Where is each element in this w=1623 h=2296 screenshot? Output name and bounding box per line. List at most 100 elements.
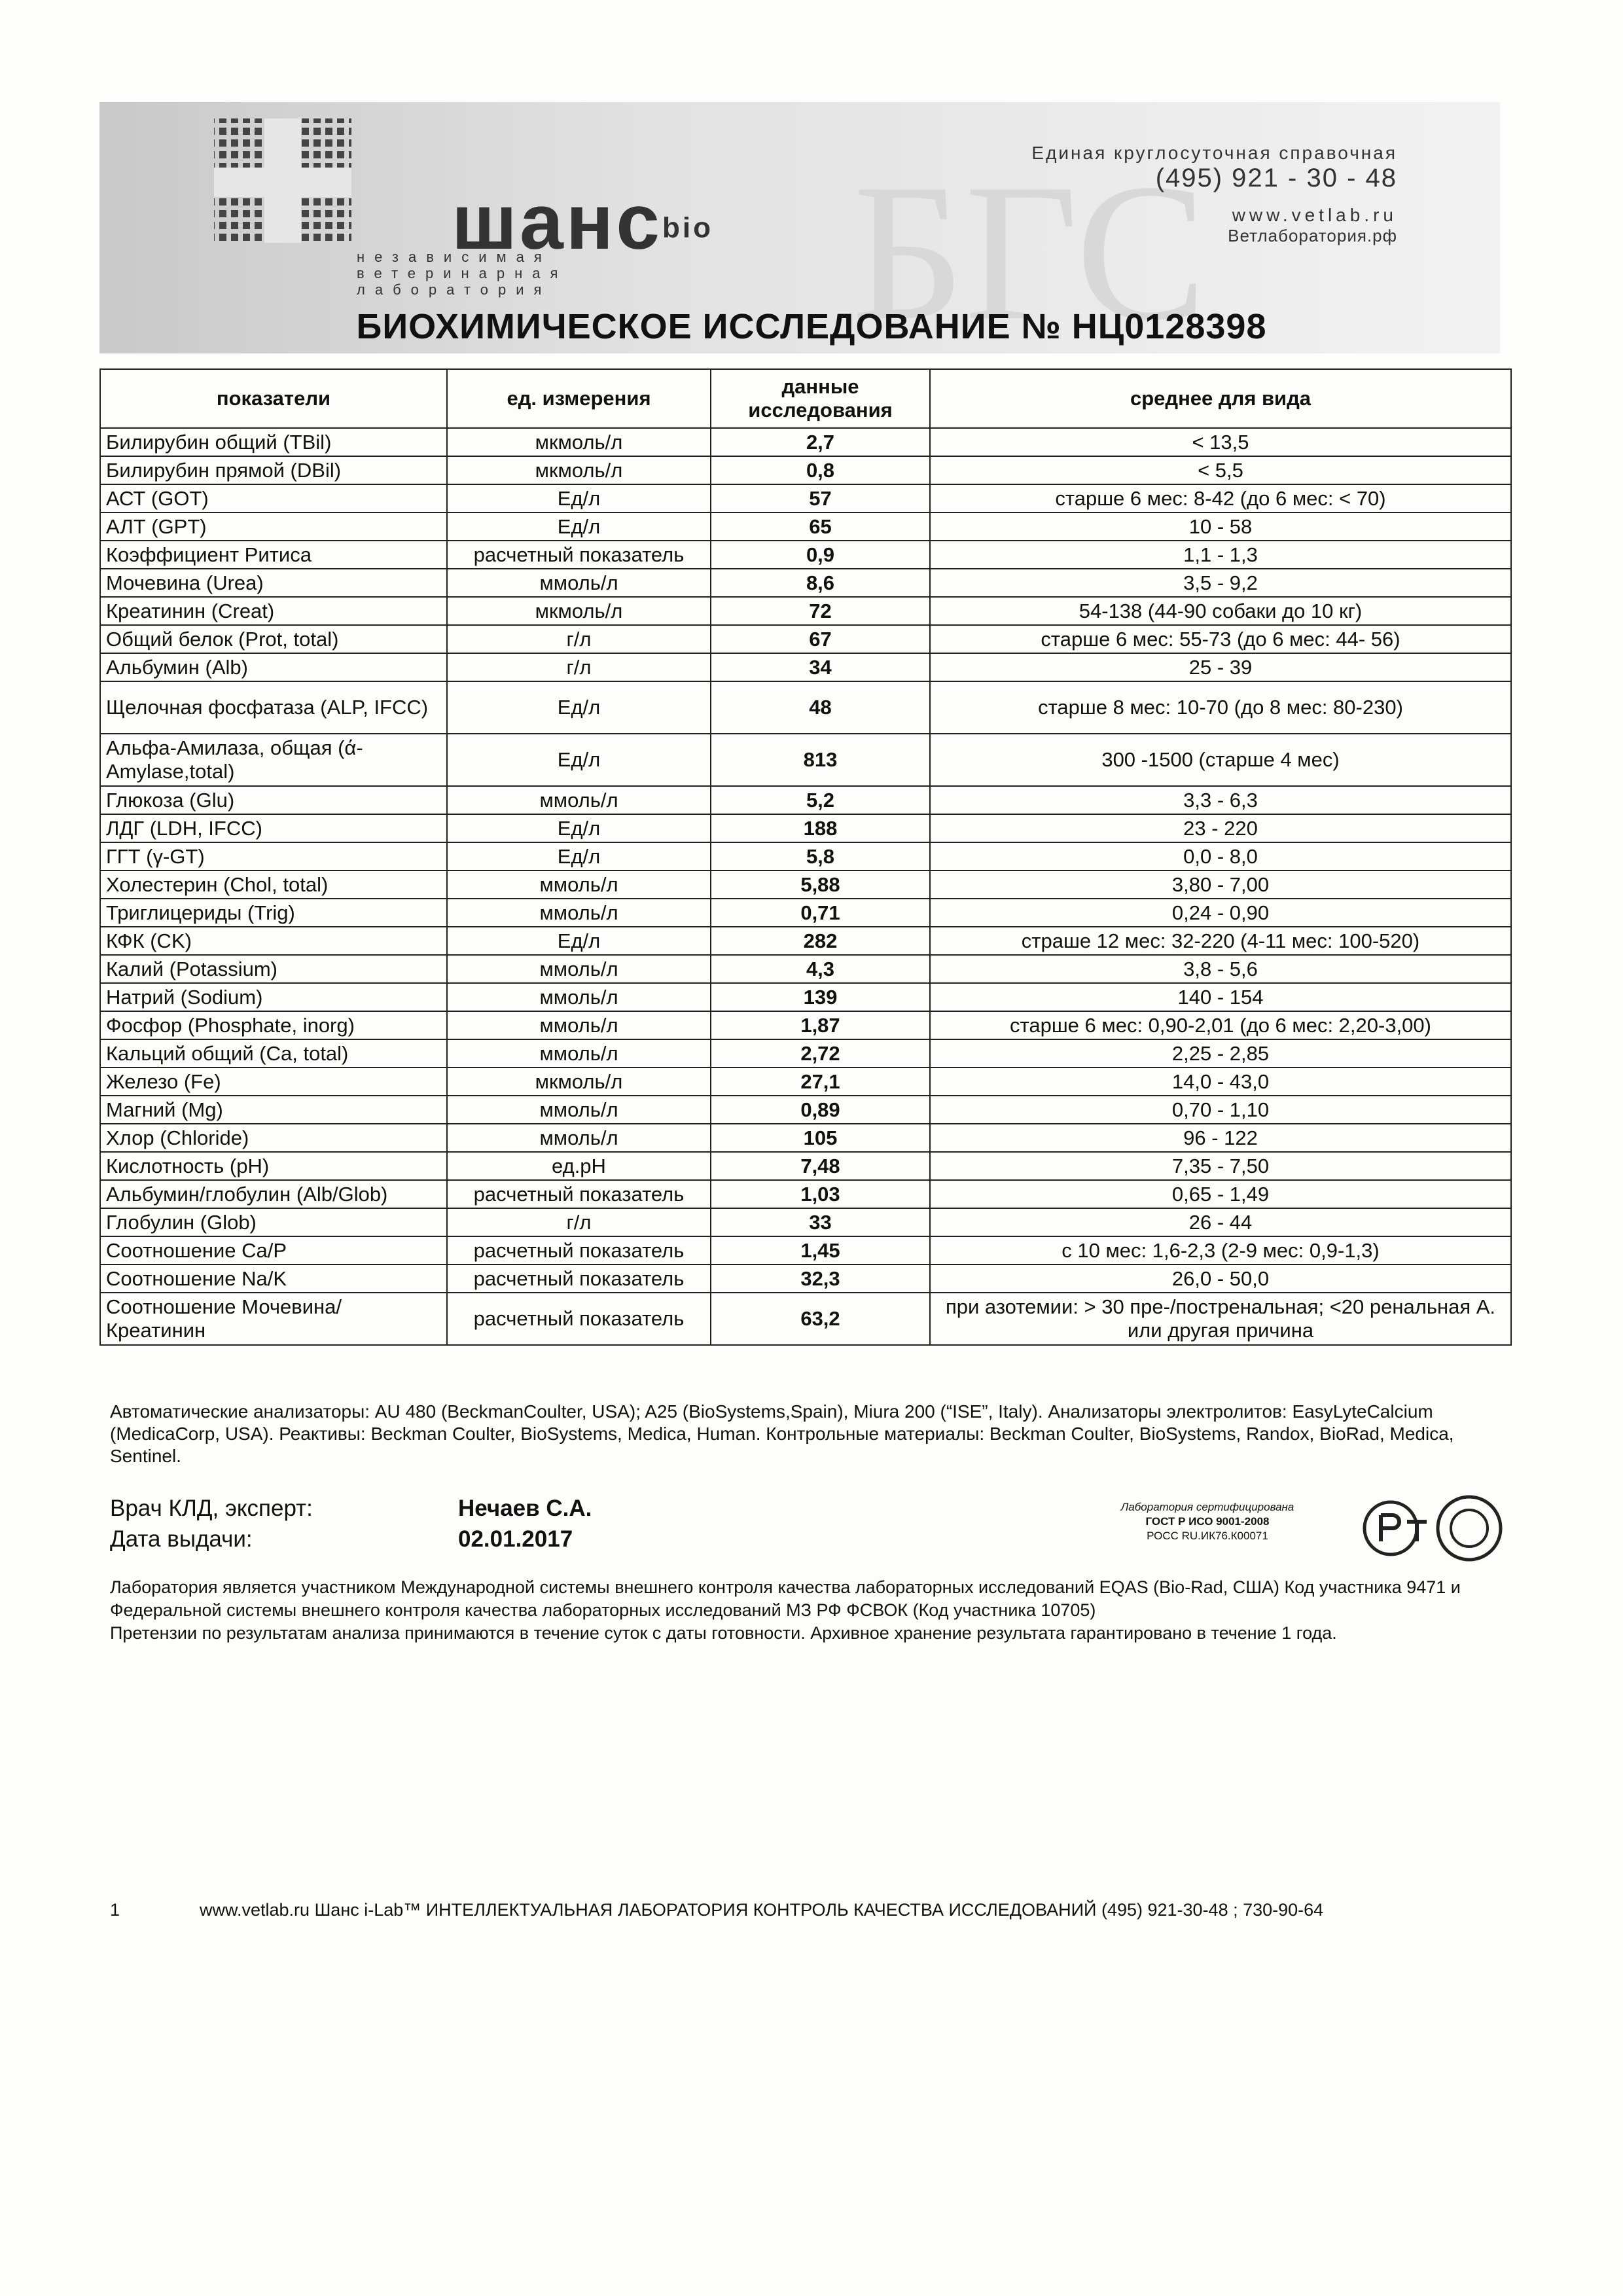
header-row: показатели ед. измерения данные исследован… (99, 368, 1512, 429)
cert-line: РОСС RU.ИК76.К00071 (1147, 1530, 1268, 1542)
table-cell: Соотношение Na/K (99, 1264, 448, 1293)
table-cell: 0,70 - 1,10 (929, 1095, 1512, 1124)
table-cell: Холестерин (Chol, total) (99, 870, 448, 899)
table-cell: Ед/л (446, 814, 711, 843)
table-cell: 1,45 (710, 1236, 931, 1265)
table-cell: 282 (710, 926, 931, 956)
table-cell: Соотношение Ca/P (99, 1236, 448, 1265)
table-cell: расчетный показатель (446, 1236, 711, 1265)
cert-line: ГОСТ Р ИСО 9001-2008 (1145, 1515, 1270, 1528)
header-graphics: БГС (214, 118, 1207, 353)
table-cell: 300 -1500 (старше 4 мес) (929, 733, 1512, 787)
table-row: Щелочная фосфатаза (ALP, IFCC) Ед/л 48 стар… (99, 681, 1512, 734)
table-cell: Ед/л (446, 733, 711, 787)
table-cell: 34 (710, 653, 931, 682)
table-cell: Ед/л (446, 681, 711, 734)
disclaimer-line: Претензии по результатам анализа принима… (110, 1623, 1337, 1643)
table-cell: Кальций общий (Ca, total) (99, 1039, 448, 1068)
cert-line: Лаборатория сертифицирована (1120, 1501, 1294, 1513)
table-cell: Магний (Mg) (99, 1095, 448, 1124)
table-cell: 72 (710, 596, 931, 626)
table-cell: при азотемии: > 30 пре-/постренальная; <… (929, 1292, 1512, 1346)
table-cell: с 10 мес: 1,6-2,3 (2-9 мес: 0,9-1,3) (929, 1236, 1512, 1265)
table-cell: ГГТ (γ-GT) (99, 842, 448, 871)
tagline-line: независимая (357, 249, 552, 265)
table-cell: Коэффициент Ритиса (99, 540, 448, 569)
table-cell: 4,3 (710, 954, 931, 984)
table-cell: АСТ (GOT) (99, 484, 448, 513)
table-row: Билирубин прямой (DBil) мкмоль/л 0,8 < 5,5 (99, 456, 1512, 485)
table-cell: ммоль/л (446, 954, 711, 984)
table-cell: 23 - 220 (929, 814, 1512, 843)
table-cell: 0,8 (710, 456, 931, 485)
table-cell: Альфа-Амилаза, общая (ά-Amylase,total) (99, 733, 448, 787)
table-row: Фосфор (Phosphate, inorg) ммоль/л 1,87 стар… (99, 1011, 1512, 1040)
table-cell: Билирубин общий (TBil) (99, 427, 448, 457)
table-cell: < 13,5 (929, 427, 1512, 457)
table-row: Триглицериды (Trig) ммоль/л 0,71 0,24 - 0,9… (99, 898, 1512, 927)
table-cell: Альбумин (Alb) (99, 653, 448, 682)
watermark: БГС (852, 143, 1207, 353)
table-cell: Калий (Potassium) (99, 954, 448, 984)
rst-icon (1379, 1513, 1427, 1541)
table-cell: 3,8 - 5,6 (929, 954, 1512, 984)
table-cell: расчетный показатель (446, 1179, 711, 1209)
table-cell: г/л (446, 624, 711, 654)
table-cell: 7,35 - 7,50 (929, 1151, 1512, 1181)
disclaimer: Лаборатория является участником Междунар… (110, 1576, 1465, 1645)
results-table: показатели ед. измерения данные исследован… (99, 368, 1512, 1346)
table-cell: г/л (446, 1208, 711, 1237)
table-cell: 14,0 - 43,0 (929, 1067, 1512, 1096)
table-cell: ммоль/л (446, 982, 711, 1012)
table-cell: 33 (710, 1208, 931, 1237)
site-ru: Ветлаборатория.рф (1228, 226, 1397, 245)
table-cell: 48 (710, 681, 931, 734)
table-cell: ммоль/л (446, 785, 711, 815)
table-cell: мкмоль/л (446, 427, 711, 457)
table-row: Глобулин (Glob) г/л 33 26 - 44 (99, 1208, 1512, 1237)
tagline-line: лаборатория (357, 281, 552, 298)
table-cell: КФК (CK) (99, 926, 448, 956)
table-cell: 2,7 (710, 427, 931, 457)
table-cell: 0,71 (710, 898, 931, 927)
table-cell: мкмоль/л (446, 596, 711, 626)
table-cell: 7,48 (710, 1151, 931, 1181)
table-row: Соотношение Na/K расчетный показатель 32,3… (99, 1264, 1512, 1293)
table-cell: 57 (710, 484, 931, 513)
table-cell: Ед/л (446, 484, 711, 513)
table-cell: Глюкоза (Glu) (99, 785, 448, 815)
table-row: Соотношение Ca/P расчетный показатель 1,45… (99, 1236, 1512, 1265)
table-cell: 26 - 44 (929, 1208, 1512, 1237)
table-cell: 813 (710, 733, 931, 787)
table-row: Магний (Mg) ммоль/л 0,89 0,70 - 1,10 (99, 1095, 1512, 1124)
cert-icons (1363, 1495, 1503, 1562)
column-header: данные исследования (710, 368, 931, 429)
table-row: АЛТ (GPT) Ед/л 65 10 - 58 (99, 512, 1512, 541)
table-body: Билирубин общий (TBil) мкмоль/л 2,7 < 13,5 Б… (99, 427, 1512, 1346)
table-cell: старше 6 мес: 0,90-2,01 (до 6 мес: 2,20-… (929, 1011, 1512, 1040)
table-cell: 3,3 - 6,3 (929, 785, 1512, 815)
table-cell: Общий белок (Prot, total) (99, 624, 448, 654)
table-row: Холестерин (Chol, total) ммоль/л 5,88 3,80 … (99, 870, 1512, 899)
table-row: ГГТ (γ-GT) Ед/л 5,8 0,0 - 8,0 (99, 842, 1512, 871)
disclaimer-line: Лаборатория является участником Междунар… (110, 1577, 1461, 1620)
table-row: Кальций общий (Ca, total) ммоль/л 2,72 2,25… (99, 1039, 1512, 1068)
signature-value: 02.01.2017 (458, 1526, 573, 1552)
table-cell: старше 6 мес: 55-73 (до 6 мес: 44- 56) (929, 624, 1512, 654)
table-row: ЛДГ (LDH, IFCC) Ед/л 188 23 - 220 (99, 814, 1512, 843)
table-cell: 1,87 (710, 1011, 931, 1040)
table-cell: 2,25 - 2,85 (929, 1039, 1512, 1068)
table-cell: Мочевина (Urea) (99, 568, 448, 598)
table-cell: ммоль/л (446, 870, 711, 899)
iso-icon (1450, 1509, 1489, 1548)
logo-text: шансbio (452, 177, 713, 267)
column-header: показатели (99, 368, 448, 429)
table-cell: Триглицериды (Trig) (99, 898, 448, 927)
iso-icon (1436, 1495, 1503, 1562)
table-cell: Кислотность (pH) (99, 1151, 448, 1181)
table-cell: 10 - 58 (929, 512, 1512, 541)
table-cell: Глобулин (Glob) (99, 1208, 448, 1237)
table-cell: 0,89 (710, 1095, 931, 1124)
table-cell: 26,0 - 50,0 (929, 1264, 1512, 1293)
